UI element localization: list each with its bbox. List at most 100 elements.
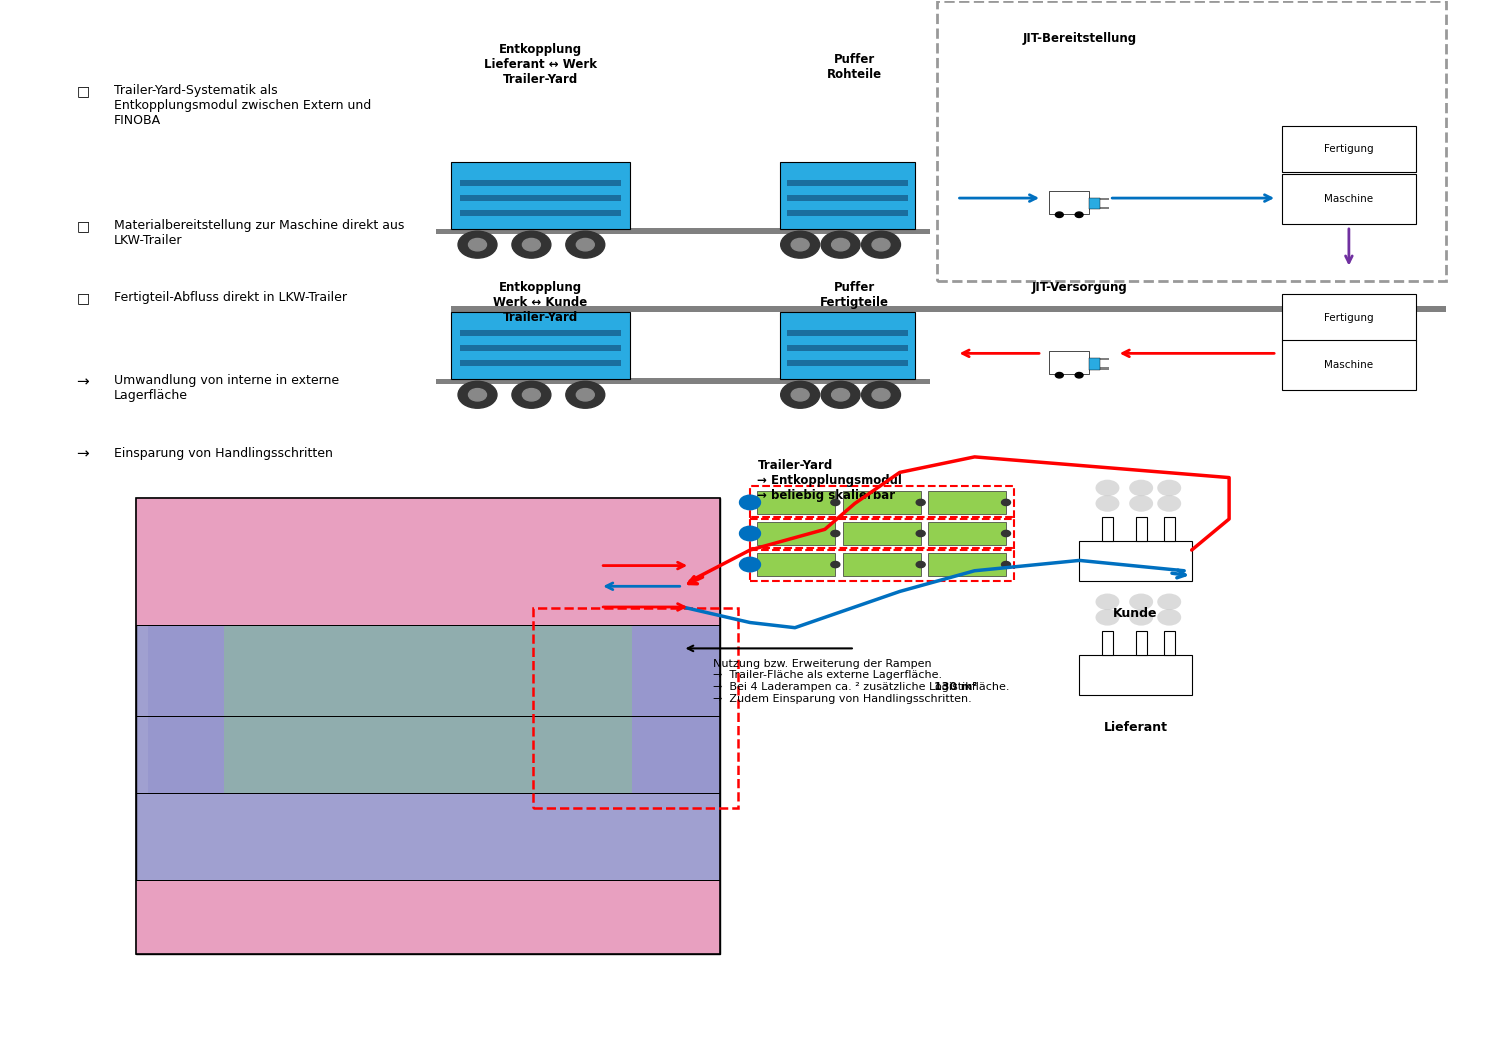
Circle shape [861,381,900,408]
Circle shape [576,388,594,401]
FancyBboxPatch shape [450,162,630,229]
Circle shape [1130,480,1154,496]
Bar [1089,197,1101,209]
Text: 130 m²: 130 m² [934,682,978,691]
Bar [1080,655,1191,695]
Text: Lieferant: Lieferant [1104,720,1167,734]
Circle shape [458,231,497,258]
Bar [1050,191,1089,214]
Text: Kunde: Kunde [1113,607,1158,620]
Circle shape [1095,495,1119,512]
Circle shape [1095,594,1119,610]
FancyBboxPatch shape [780,162,915,229]
Circle shape [821,231,860,258]
Bar [1080,541,1191,581]
Circle shape [740,526,760,541]
Circle shape [790,388,808,401]
FancyBboxPatch shape [780,312,915,379]
FancyBboxPatch shape [1281,174,1416,224]
Circle shape [861,231,900,258]
Text: JIT-Versorgung: JIT-Versorgung [1032,281,1128,294]
Circle shape [1156,609,1180,626]
Text: Trailer-Yard-Systematik als
Entkopplungsmodul zwischen Extern und
FINOBA: Trailer-Yard-Systematik als Entkopplungs… [114,84,370,128]
Bar [786,210,908,216]
Circle shape [468,388,486,401]
Circle shape [1002,562,1011,568]
Text: →: → [76,374,88,389]
Bar [1089,358,1108,360]
Bar [786,345,908,351]
Bar [450,306,1446,312]
Bar [435,379,645,384]
Bar [148,626,720,794]
Circle shape [831,499,840,506]
Bar [136,498,720,954]
Text: Puffer
Rohteile: Puffer Rohteile [827,53,882,81]
Bar [459,180,621,186]
Text: Puffer
Fertigteile: Puffer Fertigteile [821,281,890,309]
Circle shape [871,239,889,251]
Circle shape [1002,499,1011,506]
Text: Fertigteil-Abfluss direkt in LKW-Trailer: Fertigteil-Abfluss direkt in LKW-Trailer [114,292,346,304]
Bar [1164,631,1174,655]
Bar [224,626,633,794]
Text: →: → [76,446,88,462]
Bar [786,195,908,201]
Bar [1089,207,1108,209]
Circle shape [1076,373,1083,378]
Text: Trailer-Yard
→ Entkopplungsmodul
→ beliebig skalierbar: Trailer-Yard → Entkopplungsmodul → belie… [758,459,903,502]
Bar [1050,351,1089,374]
Bar [758,553,836,576]
Circle shape [916,530,926,537]
Bar [1089,197,1108,200]
Text: Maschine: Maschine [1324,360,1374,370]
Text: Fertigung: Fertigung [1324,312,1374,323]
Bar [928,522,1007,545]
Bar [1089,367,1108,370]
FancyBboxPatch shape [1281,295,1416,340]
Bar [450,228,915,235]
Circle shape [1130,495,1154,512]
Bar [459,330,621,336]
Circle shape [1056,212,1064,218]
Text: Maschine: Maschine [1324,194,1374,204]
Bar [1089,358,1101,370]
Circle shape [522,239,540,251]
Circle shape [1095,480,1119,496]
Bar [459,210,621,216]
Circle shape [512,231,550,258]
Bar [459,195,621,201]
Circle shape [1130,594,1154,610]
Circle shape [522,388,540,401]
Bar [459,345,621,351]
Text: Materialbereitstellung zur Maschine direkt aus
LKW-Trailer: Materialbereitstellung zur Maschine dire… [114,219,404,247]
Circle shape [740,495,760,510]
Circle shape [831,388,849,401]
FancyBboxPatch shape [450,312,630,379]
Bar [136,881,720,954]
Circle shape [831,239,849,251]
Bar [1136,631,1148,655]
Bar [843,522,921,545]
Bar [758,491,836,514]
Text: Umwandlung von interne in externe
Lagerfläche: Umwandlung von interne in externe Lagerf… [114,374,339,402]
Bar [1164,517,1174,541]
Text: □: □ [76,219,90,233]
Bar [928,553,1007,576]
Bar [136,498,720,626]
Bar [1136,517,1148,541]
Bar [1102,631,1113,655]
Bar [758,522,836,545]
Circle shape [1156,594,1180,610]
Circle shape [916,562,926,568]
Circle shape [576,239,594,251]
Circle shape [1156,480,1180,496]
Bar [843,553,921,576]
Circle shape [566,231,604,258]
Bar [843,491,921,514]
Bar [1102,517,1113,541]
Circle shape [1076,212,1083,218]
Bar [928,491,1007,514]
Bar [459,360,621,365]
Circle shape [780,381,819,408]
